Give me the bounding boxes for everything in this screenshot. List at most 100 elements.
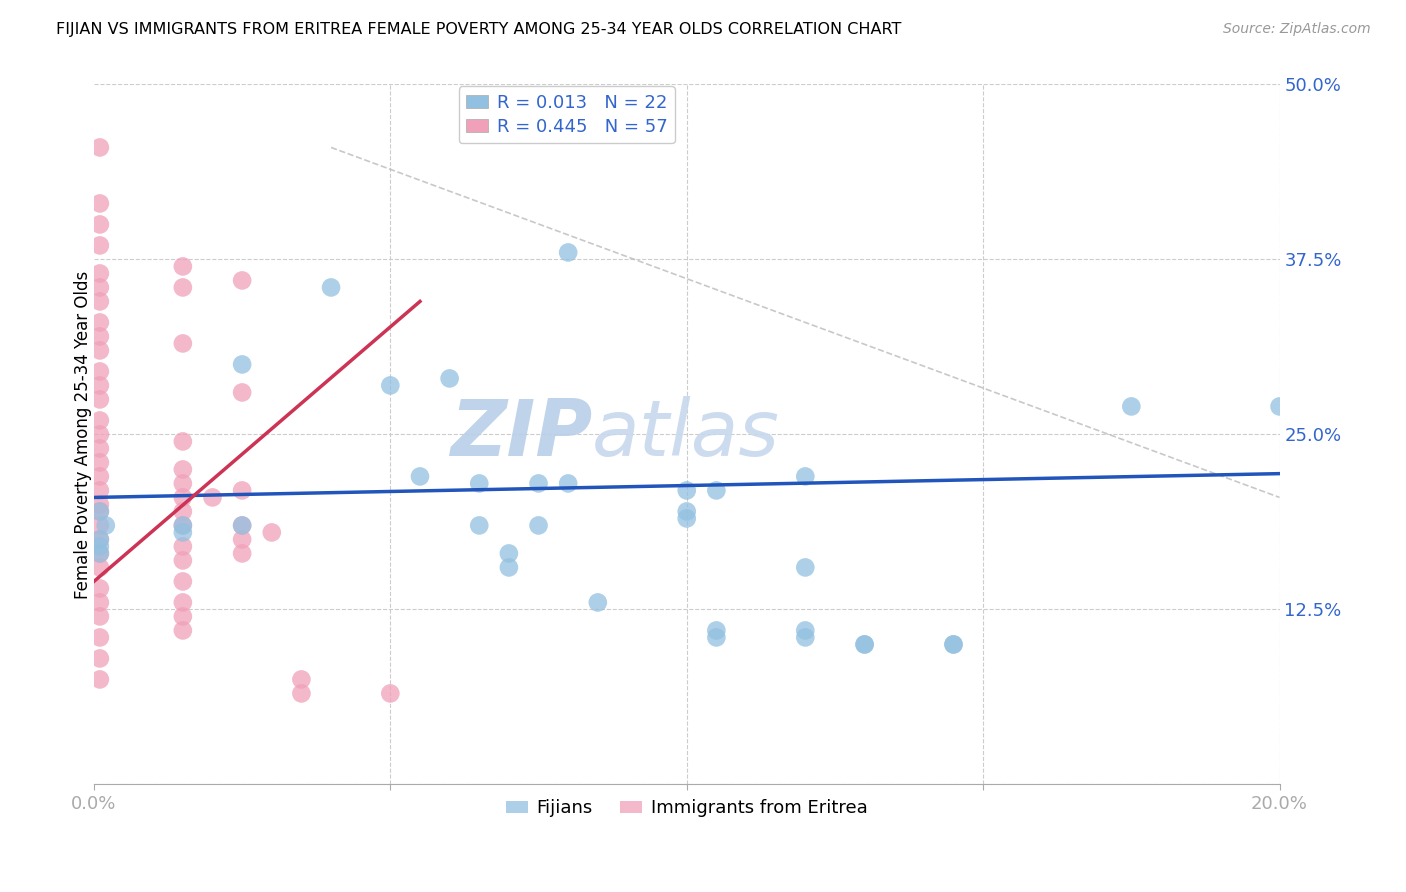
Point [89,533,111,547]
Point [172,462,194,476]
Point [380,686,402,700]
Text: Source: ZipAtlas.com: Source: ZipAtlas.com [1223,22,1371,37]
Point [319,280,342,294]
Point [675,483,697,498]
Point [942,637,965,651]
Point [89,582,111,596]
Point [89,378,111,392]
Point [89,364,111,378]
Point [172,476,194,491]
Point [89,413,111,427]
Point [586,595,609,609]
Point [172,518,194,533]
Point [231,518,253,533]
Point [89,238,111,252]
Point [89,518,111,533]
Point [89,140,111,154]
Point [172,574,194,589]
Point [380,378,402,392]
Point [468,476,491,491]
Point [89,329,111,343]
Point [89,343,111,358]
Point [89,392,111,407]
Point [172,525,194,540]
Point [89,442,111,456]
Point [94,518,117,533]
Point [794,631,817,645]
Point [498,560,520,574]
Text: FIJIAN VS IMMIGRANTS FROM ERITREA FEMALE POVERTY AMONG 25-34 YEAR OLDS CORRELATI: FIJIAN VS IMMIGRANTS FROM ERITREA FEMALE… [56,22,901,37]
Point [942,637,965,651]
Point [89,267,111,281]
Point [290,673,312,687]
Point [89,469,111,483]
Point [527,476,550,491]
Point [172,609,194,624]
Point [439,371,461,385]
Point [89,540,111,554]
Point [89,218,111,232]
Point [89,546,111,560]
Point [706,483,728,498]
Point [89,504,111,518]
Point [89,651,111,665]
Point [89,560,111,574]
Point [172,553,194,567]
Point [675,504,697,518]
Point [1121,400,1143,414]
Point [231,273,253,287]
Point [172,624,194,638]
Point [172,491,194,505]
Point [172,260,194,274]
Point [172,434,194,449]
Point [172,504,194,518]
Point [89,631,111,645]
Point [89,595,111,609]
Point [853,637,876,651]
Point [557,476,579,491]
Point [527,518,550,533]
Point [231,358,253,372]
Point [231,385,253,400]
Point [172,518,194,533]
Point [794,624,817,638]
Text: ZIP: ZIP [450,396,592,473]
Point [1268,400,1291,414]
Point [231,483,253,498]
Point [794,560,817,574]
Point [89,427,111,442]
Point [172,336,194,351]
Legend: Fijians, Immigrants from Eritrea: Fijians, Immigrants from Eritrea [499,792,875,824]
Point [706,624,728,638]
Point [89,294,111,309]
Point [231,533,253,547]
Point [468,518,491,533]
Point [675,511,697,525]
Point [89,504,111,518]
Text: atlas: atlas [592,396,780,473]
Point [89,546,111,560]
Point [201,491,224,505]
Y-axis label: Female Poverty Among 25-34 Year Olds: Female Poverty Among 25-34 Year Olds [75,270,91,599]
Point [172,280,194,294]
Point [89,280,111,294]
Point [89,533,111,547]
Point [290,686,312,700]
Point [89,483,111,498]
Point [89,498,111,512]
Point [853,637,876,651]
Point [557,245,579,260]
Point [706,631,728,645]
Point [172,540,194,554]
Point [409,469,432,483]
Point [260,525,283,540]
Point [794,469,817,483]
Point [498,546,520,560]
Point [89,673,111,687]
Point [89,455,111,469]
Point [231,518,253,533]
Point [231,546,253,560]
Point [89,315,111,329]
Point [89,196,111,211]
Point [172,595,194,609]
